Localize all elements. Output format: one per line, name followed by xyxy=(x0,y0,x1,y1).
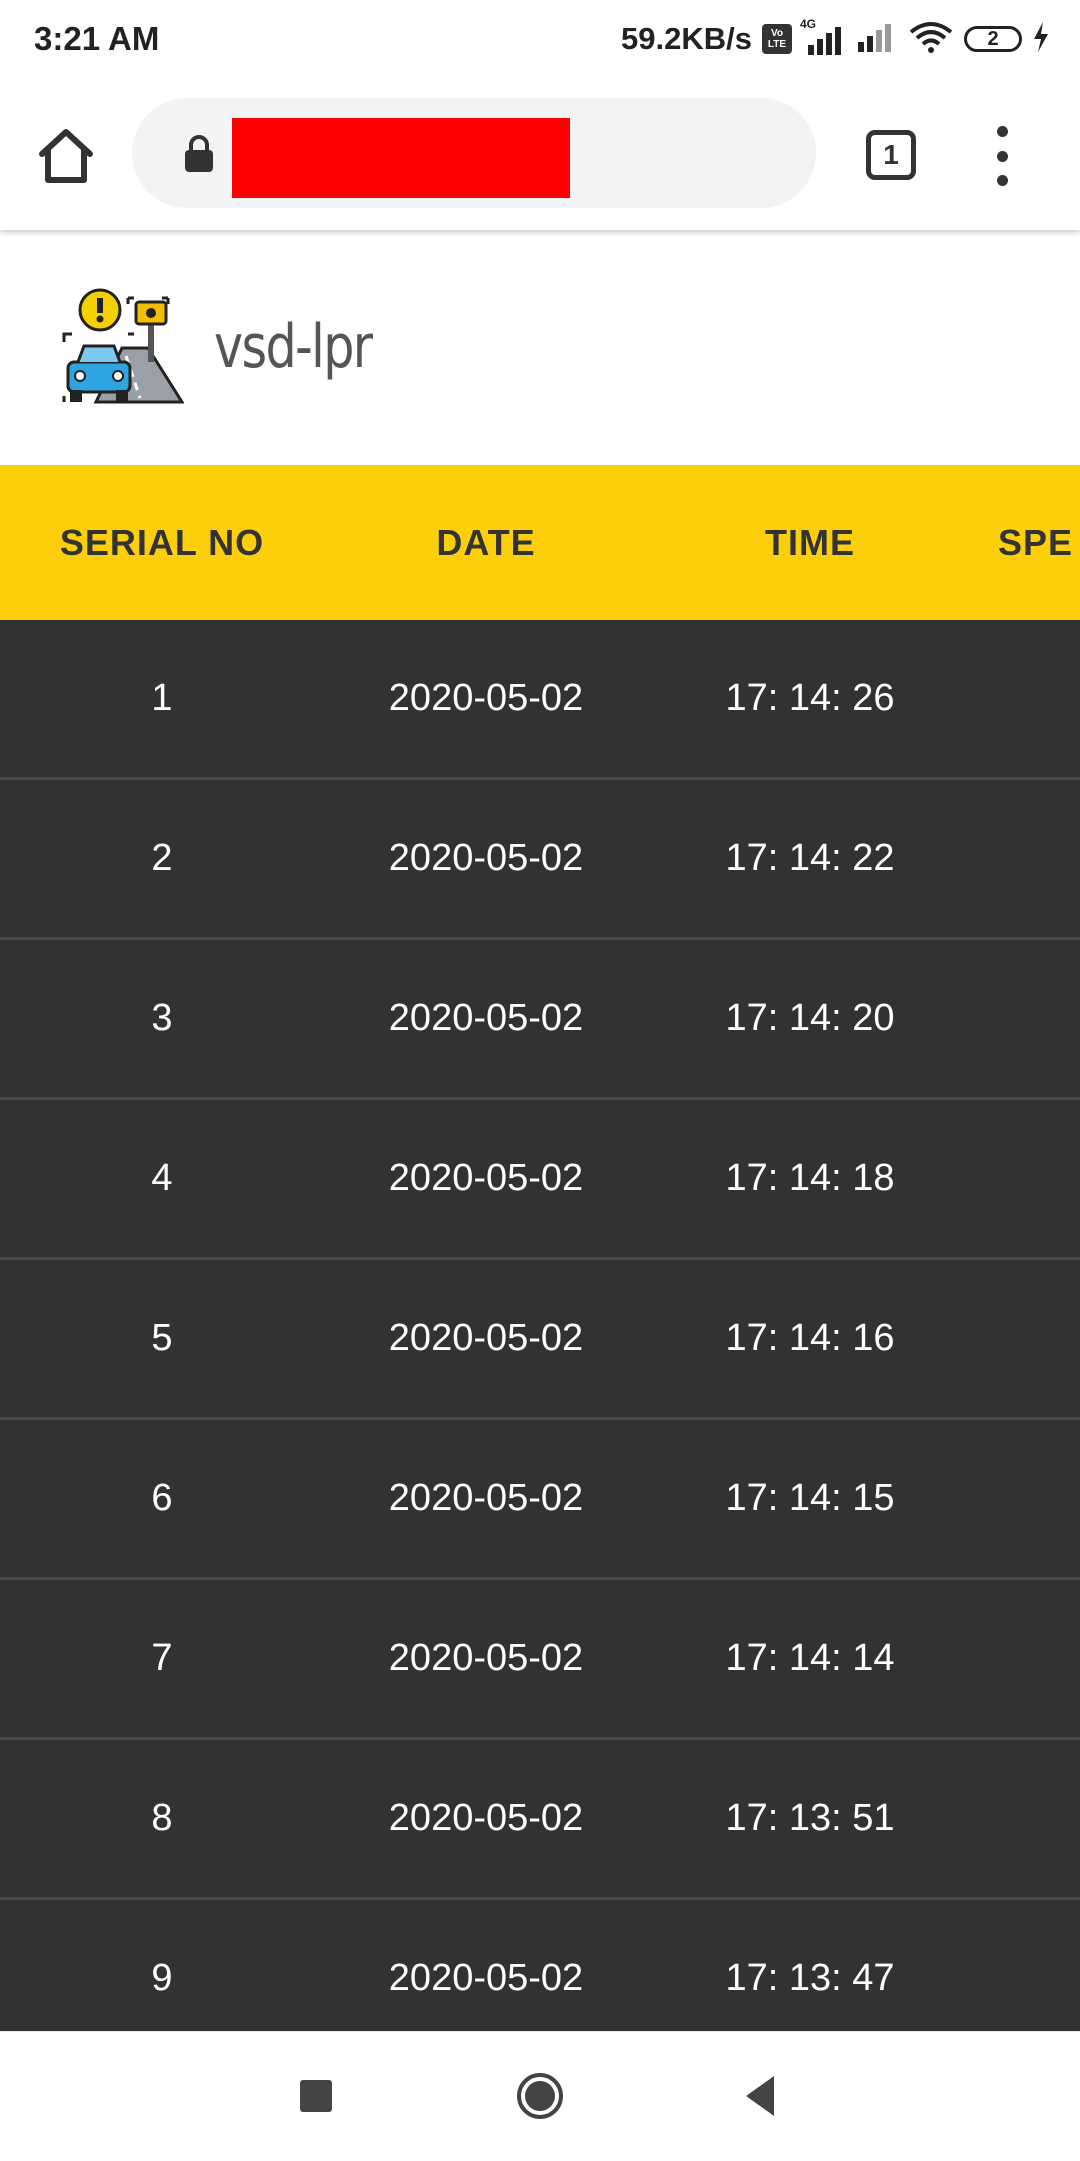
address-bar[interactable] xyxy=(132,98,816,208)
header-time: TIME xyxy=(765,522,855,563)
records-table: SERIAL NO DATE TIME SPE 1 2020-05-02 17:… xyxy=(0,465,1080,2060)
battery-icon: 2 xyxy=(964,26,1022,52)
cell-time: 17: 14: 15 xyxy=(725,1477,895,1519)
cell-serial: 8 xyxy=(151,1797,173,1839)
cell-date: 2020-05-02 xyxy=(388,1797,584,1839)
header-date: DATE xyxy=(436,522,536,563)
header-speed: SPE xyxy=(998,522,1074,563)
table-row: 7 2020-05-02 17: 14: 14 xyxy=(0,1580,1080,1740)
cell-date: 2020-05-02 xyxy=(388,1317,584,1359)
cell-time: 17: 14: 16 xyxy=(725,1317,895,1359)
battery-level: 2 xyxy=(987,27,999,50)
volte-icon: Vo LTE xyxy=(762,24,792,54)
cell-date: 2020-05-02 xyxy=(388,997,584,1039)
menu-dot xyxy=(996,175,1008,186)
cell-date: 2020-05-02 xyxy=(388,677,584,719)
cell-time: 17: 14: 14 xyxy=(725,1637,895,1679)
volte-label-top: Vo xyxy=(770,28,784,39)
table-row: 5 2020-05-02 17: 14: 16 xyxy=(0,1260,1080,1420)
system-nav-bar xyxy=(0,2031,1080,2161)
browser-toolbar: 1 xyxy=(0,78,1080,230)
recents-icon[interactable] xyxy=(300,2080,332,2112)
camera-car-logo[interactable] xyxy=(62,288,184,410)
tab-count: 1 xyxy=(883,139,899,170)
cell-date: 2020-05-02 xyxy=(388,837,584,879)
status-time: 3:21 AM xyxy=(34,20,160,57)
table-row: 1 2020-05-02 17: 14: 26 xyxy=(0,620,1080,780)
home-icon xyxy=(39,129,93,183)
cell-time: 17: 14: 22 xyxy=(725,837,895,879)
cell-serial: 3 xyxy=(151,997,173,1039)
table-row: 4 2020-05-02 17: 14: 18 xyxy=(0,1100,1080,1260)
back-icon[interactable] xyxy=(744,2074,776,2118)
table-row: 6 2020-05-02 17: 14: 15 xyxy=(0,1420,1080,1580)
home-circle-icon[interactable] xyxy=(516,2072,564,2120)
table-header: SERIAL NO DATE TIME SPE xyxy=(0,465,1080,620)
status-bar: 3:21 AM 59.2KB/s Vo LTE 4G 2 xyxy=(0,0,1080,78)
network-speed: 59.2KB/s xyxy=(621,21,752,56)
cell-serial: 5 xyxy=(151,1317,173,1359)
charging-icon xyxy=(1032,21,1050,57)
cell-time: 17: 14: 18 xyxy=(725,1157,895,1199)
site-header: vsd-lpr xyxy=(0,230,1080,465)
wifi-icon xyxy=(908,20,954,59)
cell-serial: 6 xyxy=(151,1477,173,1519)
cell-date: 2020-05-02 xyxy=(388,1157,584,1199)
cell-serial: 2 xyxy=(151,837,173,879)
status-icons: 59.2KB/s Vo LTE 4G 2 xyxy=(621,17,1050,59)
signal-icon xyxy=(856,22,898,57)
cell-time: 17: 14: 20 xyxy=(725,997,895,1039)
cell-serial: 7 xyxy=(151,1637,173,1679)
url-redacted[interactable] xyxy=(232,118,570,198)
more-vert-icon[interactable] xyxy=(990,126,1014,186)
site-title[interactable]: vsd-lpr xyxy=(214,312,373,382)
cell-time: 17: 14: 26 xyxy=(725,677,895,719)
cell-date: 2020-05-02 xyxy=(388,1637,584,1679)
home-button[interactable] xyxy=(34,124,98,188)
cell-serial: 9 xyxy=(151,1957,173,1999)
lock-icon xyxy=(185,135,213,172)
menu-dot xyxy=(996,126,1008,137)
network-type-label: 4G xyxy=(800,17,817,31)
cell-time: 17: 13: 51 xyxy=(725,1797,895,1839)
table-row: 8 2020-05-02 17: 13: 51 xyxy=(0,1740,1080,1900)
header-serial-no: SERIAL NO xyxy=(59,522,265,563)
cell-serial: 4 xyxy=(151,1157,173,1199)
table-row: 2 2020-05-02 17: 14: 22 xyxy=(0,780,1080,940)
signal-4g-icon: 4G xyxy=(800,17,846,55)
cell-time: 17: 13: 47 xyxy=(725,1957,895,1999)
volte-label-bottom: LTE xyxy=(767,39,787,50)
table-row: 3 2020-05-02 17: 14: 20 xyxy=(0,940,1080,1100)
cell-serial: 1 xyxy=(151,677,173,719)
cell-date: 2020-05-02 xyxy=(388,1477,584,1519)
cell-date: 2020-05-02 xyxy=(388,1957,584,1999)
tab-switcher-button[interactable]: 1 xyxy=(866,130,916,180)
menu-dot xyxy=(996,150,1008,162)
